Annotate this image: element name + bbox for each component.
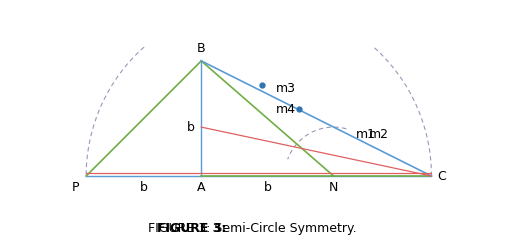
Text: b: b — [186, 121, 194, 134]
Text: FIGURE 3:: FIGURE 3: — [158, 222, 227, 235]
Text: m1: m1 — [356, 128, 376, 141]
Text: FIGURE 3: Semi-Circle Symmetry.: FIGURE 3: Semi-Circle Symmetry. — [148, 222, 357, 235]
Text: C: C — [437, 170, 446, 182]
Text: b: b — [140, 181, 147, 194]
Text: b: b — [264, 181, 271, 194]
Text: m4: m4 — [276, 103, 296, 116]
Text: P: P — [72, 181, 79, 194]
Text: A: A — [197, 181, 206, 194]
Text: B: B — [197, 42, 206, 55]
Text: m3: m3 — [276, 82, 296, 95]
Text: N: N — [329, 181, 338, 194]
Text: m2: m2 — [369, 128, 389, 141]
